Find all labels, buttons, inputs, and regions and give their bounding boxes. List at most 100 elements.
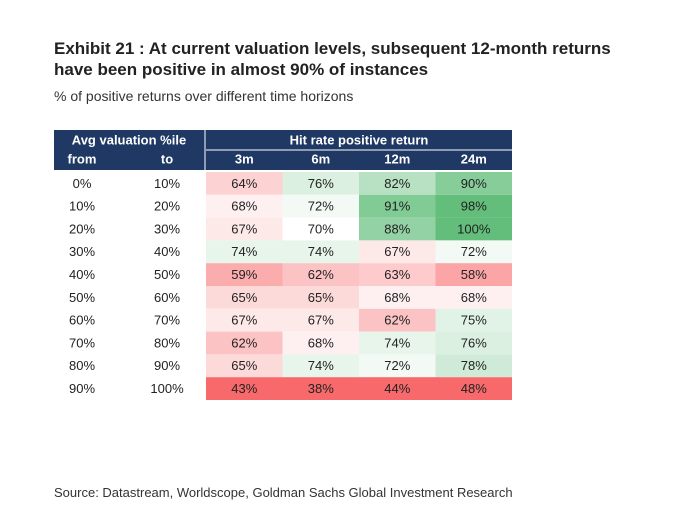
heat-cell [206, 308, 283, 332]
cell-value: 82% [384, 176, 410, 191]
cell-value: 98% [461, 199, 487, 214]
left-header-label: Avg valuation %ile [72, 132, 186, 147]
heat-cell [435, 377, 512, 400]
heat-cell [359, 377, 436, 400]
heat-cell [435, 354, 512, 378]
cell-value: 68% [384, 290, 410, 305]
row-to-label: 70% [154, 313, 180, 328]
cell-value: 62% [308, 267, 334, 282]
column-header-3m: 3m [235, 151, 254, 166]
heat-cell [435, 263, 512, 286]
cell-value: 43% [231, 381, 257, 396]
heat-cell [359, 263, 436, 286]
row-to-label: 40% [154, 244, 180, 259]
row-to-label: 30% [154, 221, 180, 236]
cell-value: 72% [384, 358, 410, 373]
chart-title: Exhibit 21 : At current valuation levels… [54, 39, 611, 79]
heat-cell [435, 194, 512, 218]
heat-cell [359, 172, 436, 195]
cell-value: 67% [231, 221, 257, 236]
cell-value: 72% [461, 244, 487, 259]
cell-value: 68% [308, 335, 334, 350]
row-from-label: 50% [69, 290, 95, 305]
heat-cell [359, 217, 436, 241]
heat-cell [435, 331, 512, 355]
cell-value: 88% [384, 221, 410, 236]
heat-cell [282, 286, 359, 309]
row-from-label: 40% [69, 267, 95, 282]
from-header-label: from [68, 151, 97, 166]
heat-cell [435, 240, 512, 264]
cell-value: 67% [384, 244, 410, 259]
cell-value: 67% [231, 313, 257, 328]
heat-cell [282, 194, 359, 218]
heat-cell [282, 172, 359, 195]
heat-cell [282, 331, 359, 355]
row-from-label: 70% [69, 335, 95, 350]
row-from-label: 10% [69, 199, 95, 214]
heat-cell [359, 308, 436, 332]
row-from-label: 80% [69, 358, 95, 373]
heat-cell [206, 217, 283, 241]
row-from-label: 90% [69, 381, 95, 396]
cell-value: 62% [384, 313, 410, 328]
heat-cell [282, 354, 359, 378]
heat-cell [206, 240, 283, 264]
row-to-label: 50% [154, 267, 180, 282]
heat-cell [359, 331, 436, 355]
heat-cell [206, 331, 283, 355]
cell-value: 76% [461, 335, 487, 350]
heat-cell [359, 354, 436, 378]
cell-value: 90% [461, 176, 487, 191]
cell-value: 100% [457, 221, 491, 236]
row-from-label: 0% [73, 176, 92, 191]
row-from-label: 20% [69, 221, 95, 236]
group-header-label: Hit rate positive return [290, 132, 429, 147]
heat-cell [282, 240, 359, 264]
heat-cell [435, 286, 512, 309]
cell-value: 64% [231, 176, 257, 191]
heat-cell [435, 217, 512, 241]
cell-value: 75% [461, 313, 487, 328]
cell-value: 68% [231, 199, 257, 214]
heat-cell [282, 263, 359, 286]
heat-cell [206, 354, 283, 378]
cell-value: 59% [231, 267, 257, 282]
cell-value: 91% [384, 199, 410, 214]
cell-value: 76% [308, 176, 334, 191]
cell-value: 70% [308, 221, 334, 236]
heat-cell [282, 308, 359, 332]
to-header-label: to [161, 151, 173, 166]
row-to-label: 10% [154, 176, 180, 191]
cell-value: 63% [384, 267, 410, 282]
heat-cell [206, 194, 283, 218]
column-header-6m: 6m [311, 151, 330, 166]
cell-value: 78% [461, 358, 487, 373]
heat-cell [282, 217, 359, 241]
row-to-label: 20% [154, 199, 180, 214]
heat-cell [435, 308, 512, 332]
heat-cell [206, 377, 283, 400]
heat-cell [206, 172, 283, 195]
cell-value: 67% [308, 313, 334, 328]
source-note: Source: Datastream, Worldscope, Goldman … [54, 485, 513, 500]
column-header-12m: 12m [384, 151, 410, 166]
cell-value: 65% [231, 290, 257, 305]
cell-value: 62% [231, 335, 257, 350]
row-from-label: 30% [69, 244, 95, 259]
row-to-label: 80% [154, 335, 180, 350]
cell-value: 68% [461, 290, 487, 305]
cell-value: 72% [308, 199, 334, 214]
cell-value: 38% [308, 381, 334, 396]
row-to-label: 90% [154, 358, 180, 373]
cell-value: 65% [308, 290, 334, 305]
hit-rate-table: Avg valuation %ile from to Hit rate positiv… [54, 130, 512, 400]
heat-cell [206, 286, 283, 309]
cell-value: 44% [384, 381, 410, 396]
cell-value: 58% [461, 267, 487, 282]
heat-cell [359, 286, 436, 309]
row-to-label: 100% [150, 381, 184, 396]
row-to-label: 60% [154, 290, 180, 305]
cell-value: 74% [308, 244, 334, 259]
cell-value: 74% [308, 358, 334, 373]
